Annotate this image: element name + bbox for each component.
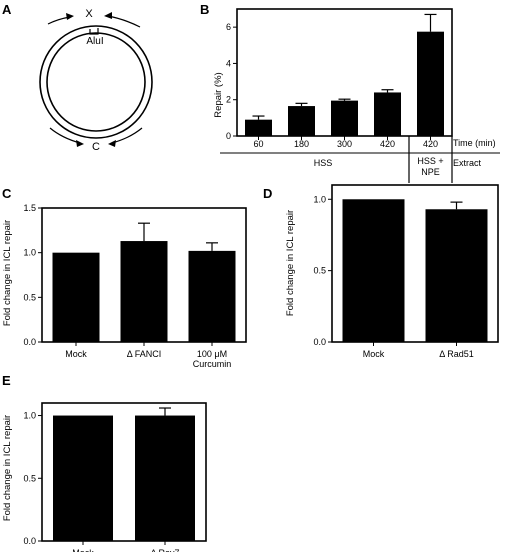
panel-c: C Fold change in ICL repair 0.0 0.5 1.0 1.5…: [2, 186, 247, 369]
panel-d: D Fold change in ICL repair 0.0 0.5 1.0 Moc…: [263, 184, 499, 359]
panel-e-bar: [53, 415, 113, 541]
panel-c-y-tick-label: 1.0: [23, 248, 36, 258]
panel-c-bar: [52, 252, 100, 342]
panel-e: E Fold change in ICL repair 0.0 0.5 1.0 Moc…: [2, 373, 207, 557]
alui-site-mark: [89, 28, 99, 35]
panel-c-y-axis-title: Fold change in ICL repair: [2, 220, 13, 326]
panel-d-y-tick-label: 1.0: [313, 194, 326, 204]
panel-b-x-tick-label: 420: [380, 139, 395, 149]
panel-c-y-tick-label: 0.0: [23, 337, 36, 347]
x-right-arrowhead: [104, 12, 112, 19]
panel-b-y-tick-label: 0: [226, 131, 231, 141]
panel-b-x-tick-label: 420: [423, 139, 438, 149]
panel-e-plot-frame: [41, 402, 207, 542]
c-left-arrowhead: [76, 140, 84, 147]
panel-c-x-tick-label: Δ FANCI: [127, 349, 162, 359]
panel-e-y-tick-label: 0.0: [23, 536, 36, 546]
panel-b-y-tick-label: 6: [226, 22, 231, 32]
panel-e-y-axis-title: Fold change in ICL repair: [2, 415, 13, 521]
panel-e-y-tick-label: 1.0: [23, 411, 36, 421]
panel-d-x-tick-label: Mock: [363, 349, 385, 359]
c-right-arrow: [111, 127, 143, 144]
panel-c-bar: [120, 241, 168, 342]
panel-d-plot-frame: [331, 184, 499, 343]
panel-b-x-tick-label: 300: [337, 139, 352, 149]
panel-b-bar: [417, 31, 444, 136]
panel-b-plot: 0 2 4 6 60 180 300 420 420 HSS HSS +NPE: [220, 8, 500, 183]
panel-e-x-tick-label: Δ Rev7: [150, 548, 179, 552]
panel-b-extract-row-label: Extract: [453, 158, 482, 168]
panel-b-group-label: HSS: [314, 158, 333, 168]
panel-b-x-tick-label: 60: [253, 139, 263, 149]
panel-e-plot: 0.0 0.5 1.0 Mock Δ Rev7: [23, 402, 207, 557]
panel-b-y-tick-label: 2: [226, 95, 231, 105]
panel-d-bar: [425, 209, 488, 342]
panel-b-bar: [331, 100, 358, 136]
panel-b-bar: [288, 106, 315, 136]
panel-e-bar: [135, 415, 195, 541]
panel-b-bar: [374, 92, 401, 136]
panel-c-x-tick-label: Mock: [65, 349, 87, 359]
panel-b: B Repair (%) 0 2 4 6 60 180 300 420 420 HSS HSS +N…: [200, 2, 500, 183]
c-label: C: [92, 141, 100, 153]
panel-e-x-tick-label: Mock: [72, 548, 94, 552]
panel-c-x-tick-label: 100 μM: [197, 349, 227, 359]
panel-b-bar: [245, 119, 272, 136]
panel-c-y-tick-label: 1.5: [23, 203, 36, 213]
x-left-arrowhead: [66, 13, 74, 20]
c-right-arrowhead: [108, 140, 116, 147]
panel-b-y-axis-title: Repair (%): [213, 72, 224, 117]
panel-d-bar: [342, 199, 405, 342]
panel-e-y-tick-label: 0.5: [23, 473, 36, 483]
panel-d-y-tick-label: 0.5: [313, 266, 326, 276]
panel-d-label: D: [263, 186, 272, 201]
panel-d-y-tick-label: 0.0: [313, 337, 326, 347]
panel-c-y-tick-label: 0.5: [23, 292, 36, 302]
panel-d-y-axis-title: Fold change in ICL repair: [285, 210, 296, 316]
alui-label: AluI: [86, 36, 103, 47]
c-left-arrow: [49, 127, 81, 144]
panel-a-label: A: [2, 2, 12, 17]
panel-c-bar: [188, 250, 236, 342]
plasmid-inner-ring: [46, 32, 146, 132]
panel-b-group-label: NPE: [421, 167, 440, 177]
plasmid-outer-ring: [39, 25, 153, 139]
panel-b-label: B: [200, 2, 209, 17]
panel-b-group-label: HSS +: [417, 156, 443, 166]
panel-a: A AluI X C: [2, 2, 153, 153]
panel-b-y-tick-label: 4: [226, 58, 231, 68]
panel-b-time-row-label: Time (min): [453, 138, 496, 148]
x-left-arrow: [47, 16, 71, 25]
panel-b-x-tick-label: 180: [294, 139, 309, 149]
panel-c-x-tick-label: Curcumin: [193, 359, 232, 369]
panel-d-x-tick-label: Δ Rad51: [439, 349, 474, 359]
x-label: X: [85, 8, 93, 20]
panel-d-plot: 0.0 0.5 1.0 Mock Δ Rad51: [313, 184, 499, 359]
panel-e-label: E: [2, 373, 11, 388]
x-right-arrow: [107, 15, 141, 28]
panel-c-label: C: [2, 186, 12, 201]
